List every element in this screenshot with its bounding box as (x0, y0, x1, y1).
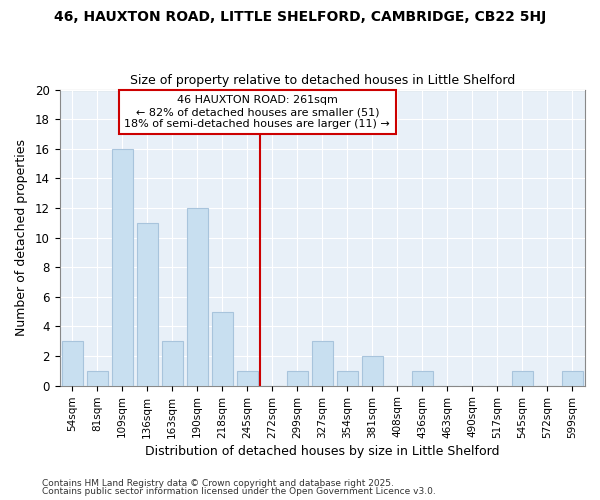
Bar (86, 371, 108, 386)
Bar (337, 371, 358, 386)
Bar (62, 342, 83, 386)
Bar (287, 371, 308, 386)
Bar (362, 356, 383, 386)
Bar (412, 371, 433, 386)
Bar (312, 342, 333, 386)
Bar (161, 342, 183, 386)
Bar (236, 371, 258, 386)
Bar (187, 208, 208, 386)
Title: Size of property relative to detached houses in Little Shelford: Size of property relative to detached ho… (130, 74, 515, 87)
Bar (137, 223, 158, 386)
Text: 46, HAUXTON ROAD, LITTLE SHELFORD, CAMBRIDGE, CB22 5HJ: 46, HAUXTON ROAD, LITTLE SHELFORD, CAMBR… (54, 10, 546, 24)
Bar (212, 312, 233, 386)
Text: Contains HM Land Registry data © Crown copyright and database right 2025.: Contains HM Land Registry data © Crown c… (42, 478, 394, 488)
Bar (512, 371, 533, 386)
Text: 46 HAUXTON ROAD: 261sqm
← 82% of detached houses are smaller (51)
18% of semi-de: 46 HAUXTON ROAD: 261sqm ← 82% of detache… (124, 96, 390, 128)
X-axis label: Distribution of detached houses by size in Little Shelford: Distribution of detached houses by size … (145, 444, 500, 458)
Text: Contains public sector information licensed under the Open Government Licence v3: Contains public sector information licen… (42, 487, 436, 496)
Bar (112, 149, 133, 386)
Y-axis label: Number of detached properties: Number of detached properties (15, 139, 28, 336)
Bar (562, 371, 583, 386)
